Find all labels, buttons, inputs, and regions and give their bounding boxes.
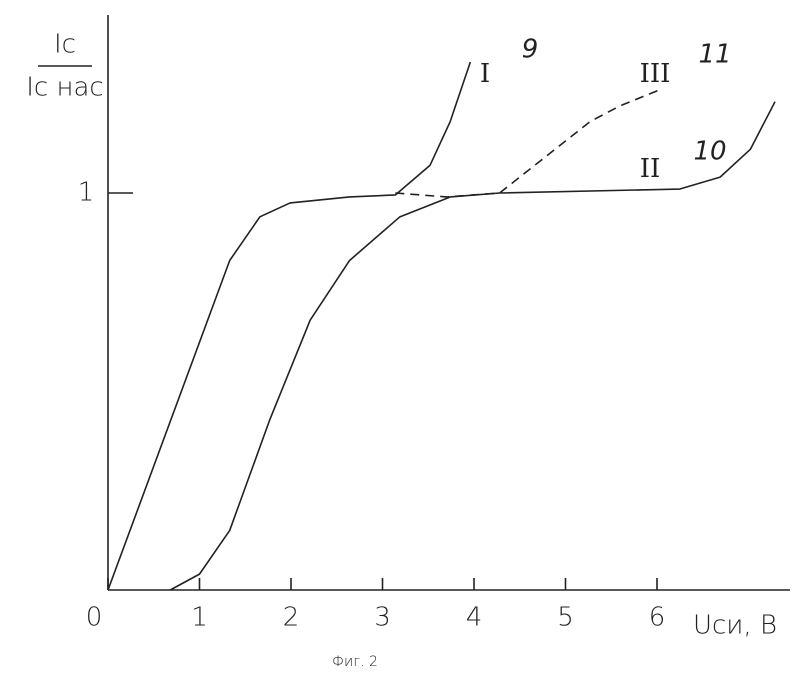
- x-tick-label: 0: [86, 603, 103, 633]
- y-label-top: Ic: [54, 30, 76, 60]
- chart: Ic Ic нас Uси, В Фиг. 2 0 1 2 3 4 5 6 1 I 9 II 10 II…: [0, 0, 800, 674]
- curve-number: 9: [522, 35, 539, 65]
- curve: [108, 62, 470, 590]
- caption: Фиг. 2: [332, 654, 378, 670]
- curve: [170, 102, 775, 590]
- x-tick-label: 5: [557, 603, 574, 633]
- x-tick-label: 2: [283, 603, 300, 633]
- curve: [395, 90, 659, 197]
- x-tick-label: 3: [374, 603, 391, 633]
- y-label-bottom: Ic нас: [26, 73, 103, 103]
- y-tick-label: 1: [78, 178, 95, 208]
- curve-number: 10: [693, 137, 726, 167]
- curve-label: II: [640, 154, 661, 184]
- curve-label: I: [480, 59, 490, 89]
- curve-number: 11: [698, 40, 731, 70]
- x-tick-label: 6: [649, 603, 666, 633]
- x-label: Uси, В: [693, 611, 777, 641]
- x-tick-label: 1: [191, 603, 208, 633]
- curve-label: III: [640, 59, 671, 89]
- x-tick-label: 4: [466, 603, 483, 633]
